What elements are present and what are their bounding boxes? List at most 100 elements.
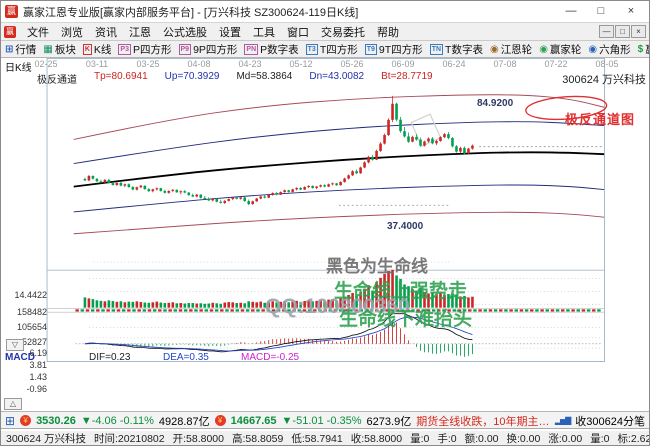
menubar: 赢 文件 浏览 资讯 江恩 公式选股 设置 工具 窗口 交易委托 帮助 — □ ×: [1, 23, 649, 41]
indicator-value: Dn=43.0082: [309, 71, 365, 82]
macd-dif-value: DIF=0.23: [89, 352, 131, 363]
toolbar-icon: PN: [244, 43, 259, 55]
indicator-name[interactable]: 极反通道: [37, 75, 77, 86]
status-field: 时间:20210802: [93, 433, 165, 445]
status-field: 收:58.8000: [350, 433, 403, 445]
status-field: 额:0.00: [464, 433, 499, 445]
toolbar-button-P数字表[interactable]: PN P数字表: [244, 42, 299, 57]
status-field: 高:58.8059: [231, 433, 284, 445]
date-tick: 04-08: [187, 59, 211, 69]
menu-item[interactable]: 文件: [27, 26, 49, 39]
window-titlebar: 赢 赢家江恩专业版[赢家内部服务平台] - [万兴科技 SZ300624-119…: [1, 1, 649, 23]
collapse-volume-button[interactable]: ▽: [6, 339, 24, 351]
menu-item[interactable]: 浏览: [61, 26, 83, 39]
toolbar-button-行情[interactable]: ⊞ 行情: [5, 42, 36, 57]
toolbar-button-label: P四方形: [132, 43, 172, 56]
market-grid-icon[interactable]: ⊞: [5, 413, 16, 428]
toolbar-icon: ⊞: [5, 43, 14, 55]
indicator-row: 极反通道 Tp=80.6941 Up=70.3929 Md=58.3864 Dn=43…: [37, 71, 433, 86]
minimize-button[interactable]: —: [565, 4, 577, 17]
date-tick: 07-08: [493, 59, 517, 69]
mdi-close-button[interactable]: ×: [631, 25, 646, 38]
toolbar-icon: K: [82, 43, 92, 55]
menu-item[interactable]: 工具: [253, 26, 275, 39]
toolbar-button-label: 江恩轮: [500, 43, 533, 56]
toolbar-button-江恩轮[interactable]: ◉ 江恩轮: [490, 42, 532, 57]
expand-macd-button[interactable]: △: [4, 398, 22, 410]
menu-items: 文件 浏览 资讯 江恩 公式选股 设置 工具 窗口 交易委托 帮助: [21, 24, 405, 40]
menu-item[interactable]: 设置: [219, 26, 241, 39]
macd-scale-4: -0.96: [26, 384, 47, 394]
status-field: 量:0: [590, 433, 610, 445]
volume-scale-1: 158482: [16, 307, 47, 317]
macd-dea-value: DEA=0.35: [163, 352, 209, 363]
date-tick: 03-11: [85, 59, 109, 69]
indicator-value: Md=58.3864: [236, 71, 293, 82]
toolbar-button-label: K线: [93, 43, 112, 56]
toolbar-button-赢家服务[interactable]: $赢家服务: [638, 42, 649, 57]
menu-item[interactable]: 江恩: [129, 26, 151, 39]
sh-index-value[interactable]: 3530.26: [36, 414, 76, 427]
toolbar-icon: P9: [178, 43, 192, 55]
peak-price-label: 84.9200: [477, 98, 514, 109]
toolbar-items: ⊞ 行情 ▦ 板块 K K线 P3 P四方形 P9 9P四方形 PN P数字表 T3 T四方形 T9 9T四方…: [5, 42, 649, 57]
toolbar-button-板块[interactable]: ▦ 板块: [43, 42, 75, 57]
sh-index-change: ▼-4.06 -0.11%: [80, 414, 154, 427]
sz-index-value[interactable]: 14667.65: [230, 414, 277, 427]
toolbar-button-9T四方形[interactable]: T9 9T四方形: [364, 42, 423, 57]
chart-area: 日K线 02-25 03-11 03-25 04-08 04-23 05-12 05-26 0…: [1, 58, 649, 411]
toolbar: ⊞ 行情 ▦ 板块 K K线 P3 P四方形 P9 9P四方形 PN P数字表 T3 T四方形 T9 9T四方…: [1, 41, 649, 58]
menu-item[interactable]: 帮助: [377, 26, 399, 39]
indicator-value: Tp=80.6941: [94, 71, 148, 82]
tick-chart-icon[interactable]: ▂▅▇: [554, 416, 572, 425]
volume-scale-2: 105654: [16, 322, 47, 332]
mdi-app-icon[interactable]: 赢: [4, 25, 16, 38]
toolbar-button-label: T数字表: [445, 43, 483, 56]
menu-item[interactable]: 交易委托: [321, 26, 365, 39]
sz-index-change: ▼-51.01 -0.35%: [281, 414, 362, 427]
sh-index-icon[interactable]: ¥: [20, 415, 32, 426]
toolbar-button-赢家轮[interactable]: ◉ 赢家轮: [539, 42, 581, 57]
toolbar-icon: T3: [305, 43, 318, 55]
toolbar-icon: TN: [429, 43, 444, 55]
toolbar-button-label: P数字表: [260, 43, 299, 56]
tick-chart-label[interactable]: 收300624分笔: [575, 415, 645, 428]
maximize-button[interactable]: □: [597, 4, 605, 17]
toolbar-button-P四方形[interactable]: P3 P四方形: [118, 42, 172, 57]
mdi-restore-button[interactable]: □: [615, 25, 630, 38]
price-low-label: 14.4422: [14, 290, 47, 300]
toolbar-button-六角形[interactable]: ◉ 六角形: [588, 42, 630, 57]
status-field: 300624 万兴科技: [6, 433, 86, 445]
toolbar-button-label: 9P四方形: [193, 43, 238, 56]
market-ticker: ⊞ ¥ 3530.26 ▼-4.06 -0.11% 4928.87亿 ¥ 146…: [1, 411, 649, 429]
period-label[interactable]: 日K线: [5, 63, 32, 74]
indicator-values: Tp=80.6941 Up=70.3929 Md=58.3864 Dn=43.0082…: [94, 71, 433, 86]
toolbar-button-K线[interactable]: K K线: [82, 42, 112, 57]
window-title: 赢家江恩专业版[赢家内部服务平台] - [万兴科技 SZ300624-119日K…: [23, 6, 359, 19]
date-tick: 08-05: [595, 59, 619, 69]
menu-item[interactable]: 窗口: [287, 26, 309, 39]
app-logo-icon: 赢: [5, 5, 18, 18]
news-ticker[interactable]: 期货全线收跌，10年期主力合约跌0.11%，5…: [416, 415, 550, 428]
macd-pane-label[interactable]: MACD: [5, 352, 35, 363]
toolbar-button-T数字表[interactable]: TN T数字表: [429, 42, 483, 57]
sz-index-icon[interactable]: ¥: [214, 415, 226, 426]
toolbar-button-label: 六角形: [599, 43, 631, 56]
date-tick: 04-23: [238, 59, 262, 69]
menu-item[interactable]: 资讯: [95, 26, 117, 39]
date-tick: 06-09: [391, 59, 415, 69]
menu-item[interactable]: 公式选股: [163, 26, 207, 39]
status-field: 手:0: [437, 433, 457, 445]
mdi-minimize-button[interactable]: —: [599, 25, 614, 38]
macd-scale-1: 6.19: [29, 348, 47, 358]
close-button[interactable]: ×: [627, 4, 635, 17]
macd-scale-3: 1.43: [29, 372, 47, 382]
date-tick: 05-12: [289, 59, 313, 69]
volume-scale-3: 52827: [21, 337, 47, 347]
window-controls: — □ ×: [557, 3, 645, 21]
toolbar-icon: $: [637, 43, 644, 55]
toolbar-button-T四方形[interactable]: T3 T四方形: [305, 42, 358, 57]
toolbar-icon: P3: [118, 43, 131, 55]
toolbar-button-9P四方形[interactable]: P9 9P四方形: [178, 42, 238, 57]
